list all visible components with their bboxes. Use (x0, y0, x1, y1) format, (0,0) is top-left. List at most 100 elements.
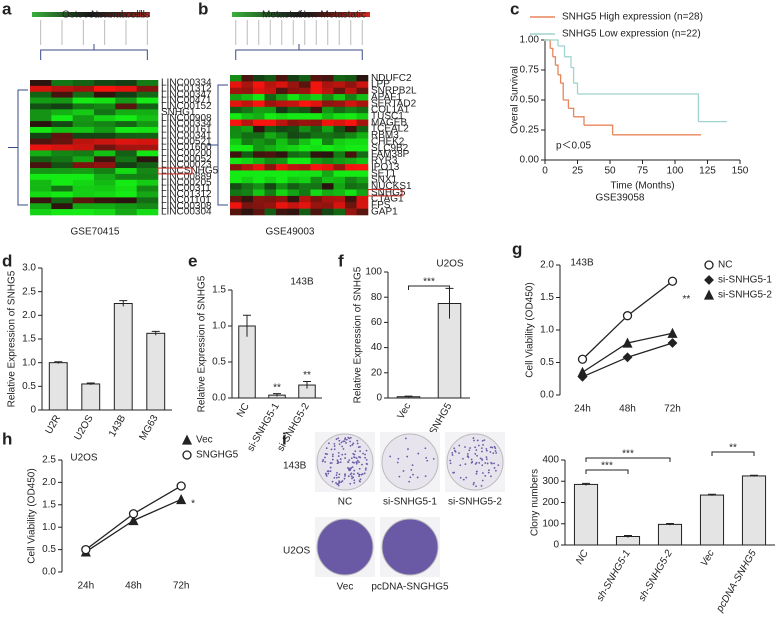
marker (81, 544, 91, 555)
heatmap-cell (322, 202, 334, 209)
colony (347, 469, 350, 471)
heatmap-cell (30, 197, 52, 204)
marker (667, 276, 678, 286)
heatmap-cell (72, 97, 95, 104)
heatmap-cell (51, 115, 73, 122)
heatmap-cell (94, 203, 116, 210)
heatmap-cell (356, 176, 369, 184)
colony (326, 470, 329, 473)
row-label: NUCKS1 (371, 181, 412, 192)
legend-label: SNHG5 Low expression (n=22) (562, 29, 701, 40)
row-label: SLC9B2 (371, 143, 409, 154)
x-tick-label: 48h (125, 581, 142, 592)
heatmap-cell (241, 132, 254, 139)
heatmap-cell (136, 179, 159, 186)
heatmap-cell (287, 106, 300, 114)
colony (329, 466, 332, 469)
heatmap-cell (136, 91, 159, 98)
heatmap-cell (253, 119, 265, 127)
colony (358, 475, 361, 478)
error-bar (54, 361, 63, 364)
row-label: LINC00347 (161, 89, 212, 100)
heatmap-cell (287, 138, 300, 146)
colony (351, 443, 354, 446)
row-label: U2OS (283, 546, 311, 557)
colony (493, 462, 495, 465)
colony (345, 442, 347, 444)
heatmap-cell (333, 170, 346, 178)
heatmap-cell (345, 170, 357, 178)
heatmap-cell (94, 150, 116, 157)
y-tick-label: 2.0 (540, 260, 554, 271)
colony (472, 483, 475, 486)
heatmap-cell (136, 103, 159, 110)
heatmap-cell (287, 94, 300, 101)
error-bar (303, 380, 311, 389)
heatmap-cell (30, 168, 52, 175)
heatmap-cell (276, 106, 288, 114)
colony (326, 453, 328, 456)
heatmap-cell (51, 109, 73, 116)
colony (335, 482, 337, 484)
heatmap-cell (30, 138, 52, 145)
heatmap-cell (310, 189, 323, 197)
heatmap-cell (72, 156, 95, 163)
colony (481, 450, 483, 453)
colony (355, 457, 358, 460)
row-label: SNHG5 (371, 187, 406, 198)
heatmap-cell (115, 203, 137, 210)
heatmap-cell (345, 94, 357, 101)
heatmap-cell (51, 138, 73, 145)
y-tick-label: 0.0 (42, 567, 56, 578)
heatmap-cell (136, 203, 159, 210)
colony (364, 456, 367, 459)
row-label: LINC00200 (161, 148, 212, 159)
x-tick-label: 72h (173, 581, 190, 592)
significance-bracket (408, 285, 450, 290)
heatmap-cell (30, 121, 52, 128)
colony (338, 481, 341, 484)
colony (483, 439, 486, 442)
heatmap-cell (322, 145, 334, 152)
heatmap-cell (333, 132, 346, 139)
heatmap-cell (356, 100, 369, 108)
colony (349, 468, 352, 471)
heatmap-cell (345, 189, 357, 197)
heatmap-cell (72, 185, 95, 192)
heatmap-cell (264, 183, 277, 190)
heatmap-cell (115, 179, 137, 186)
heatmap-cell (241, 87, 254, 95)
heatmap-cell (230, 100, 242, 108)
colony (356, 439, 359, 442)
heatmap-cell (241, 183, 254, 190)
heatmap-cell (115, 103, 137, 110)
heatmap-cell (276, 81, 288, 89)
heatmap-cell (345, 183, 357, 190)
colony (424, 475, 427, 478)
row-label: LINC01101 (161, 195, 211, 206)
significance-bracket (711, 451, 755, 456)
colony (335, 476, 338, 479)
heatmap-cell (333, 164, 346, 171)
heatmap-cell (115, 126, 137, 134)
colony (493, 467, 496, 469)
colony (341, 453, 344, 456)
heatmap-cell (94, 132, 116, 139)
colony (331, 458, 334, 461)
heatmap-cell (241, 81, 254, 89)
heatmap-cell (30, 185, 52, 192)
y-tick-label: 0.0 (540, 390, 554, 401)
heatmap-cell (276, 157, 288, 165)
x-tick-label: sh-SNHG5-1 (595, 548, 633, 603)
error-bar (582, 482, 590, 486)
y-axis-label: Cell Viability (OD450) (525, 282, 536, 377)
colony (412, 473, 414, 476)
colony (493, 445, 496, 448)
heatmap-cell (310, 113, 323, 120)
heatmap-cell (94, 197, 116, 204)
colony (474, 453, 477, 455)
y-tick-label: 40 (371, 342, 383, 353)
bar (146, 332, 166, 411)
heatmap-cell (345, 100, 357, 108)
y-tick-label: 0.5 (42, 544, 56, 555)
